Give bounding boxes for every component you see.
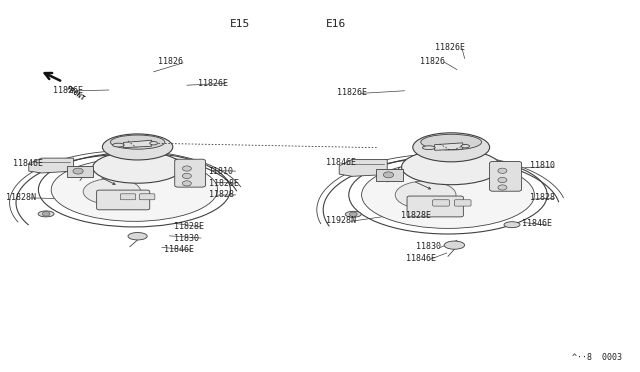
- FancyBboxPatch shape: [140, 194, 155, 200]
- Ellipse shape: [150, 141, 157, 145]
- Polygon shape: [29, 158, 74, 173]
- Text: 11830: 11830: [416, 242, 441, 251]
- Text: 11828E: 11828E: [401, 211, 431, 220]
- Polygon shape: [435, 143, 463, 150]
- Ellipse shape: [461, 144, 470, 148]
- Text: 11846E: 11846E: [164, 246, 194, 254]
- Ellipse shape: [83, 179, 141, 205]
- FancyBboxPatch shape: [490, 161, 522, 191]
- Text: 11846E: 11846E: [406, 254, 436, 263]
- Text: 11928N: 11928N: [326, 216, 356, 225]
- Text: 11826E: 11826E: [198, 79, 228, 88]
- Text: 11830: 11830: [174, 234, 199, 243]
- Text: E15: E15: [230, 19, 250, 29]
- Text: 11846E: 11846E: [13, 159, 43, 168]
- FancyBboxPatch shape: [175, 159, 205, 187]
- Circle shape: [349, 212, 357, 217]
- Text: 11828: 11828: [209, 190, 234, 199]
- Ellipse shape: [93, 151, 182, 183]
- Text: 11846E: 11846E: [326, 158, 356, 167]
- Circle shape: [182, 166, 191, 171]
- Text: 11826: 11826: [420, 57, 445, 65]
- Circle shape: [498, 177, 507, 183]
- Text: E16: E16: [326, 19, 346, 29]
- Ellipse shape: [444, 241, 465, 249]
- Circle shape: [498, 168, 507, 173]
- FancyBboxPatch shape: [433, 200, 449, 206]
- Circle shape: [182, 181, 191, 186]
- Ellipse shape: [402, 149, 501, 185]
- Ellipse shape: [113, 143, 124, 147]
- Text: 11826E: 11826E: [53, 86, 83, 95]
- Circle shape: [42, 212, 50, 216]
- FancyBboxPatch shape: [97, 190, 150, 210]
- Ellipse shape: [362, 161, 534, 228]
- Ellipse shape: [110, 135, 165, 149]
- Polygon shape: [124, 140, 152, 148]
- Circle shape: [73, 168, 83, 174]
- Circle shape: [383, 172, 394, 178]
- Ellipse shape: [396, 181, 456, 209]
- Ellipse shape: [102, 134, 173, 160]
- FancyBboxPatch shape: [120, 194, 136, 200]
- Text: 11826: 11826: [158, 57, 183, 66]
- Ellipse shape: [421, 134, 481, 150]
- Text: 11828E: 11828E: [209, 179, 239, 187]
- Ellipse shape: [128, 232, 147, 240]
- Text: 11826E: 11826E: [337, 88, 367, 97]
- Text: ^··8  0003: ^··8 0003: [572, 353, 622, 362]
- Ellipse shape: [422, 146, 435, 150]
- Text: FRONT: FRONT: [65, 84, 86, 102]
- Ellipse shape: [346, 211, 361, 217]
- Ellipse shape: [504, 222, 520, 228]
- Polygon shape: [339, 160, 387, 176]
- Text: 11828N: 11828N: [6, 193, 36, 202]
- FancyBboxPatch shape: [407, 196, 463, 217]
- Text: 11828: 11828: [530, 193, 555, 202]
- Circle shape: [498, 185, 507, 190]
- FancyBboxPatch shape: [376, 169, 403, 181]
- FancyBboxPatch shape: [454, 200, 471, 206]
- Ellipse shape: [413, 133, 490, 162]
- Text: 11810: 11810: [530, 161, 555, 170]
- Ellipse shape: [51, 158, 218, 221]
- FancyBboxPatch shape: [67, 166, 93, 177]
- Text: I1810: I1810: [209, 167, 234, 176]
- Ellipse shape: [38, 211, 54, 217]
- Text: 11828E: 11828E: [174, 222, 204, 231]
- Text: 11826E: 11826E: [435, 43, 465, 52]
- Text: 11846E: 11846E: [522, 219, 552, 228]
- Circle shape: [182, 173, 191, 179]
